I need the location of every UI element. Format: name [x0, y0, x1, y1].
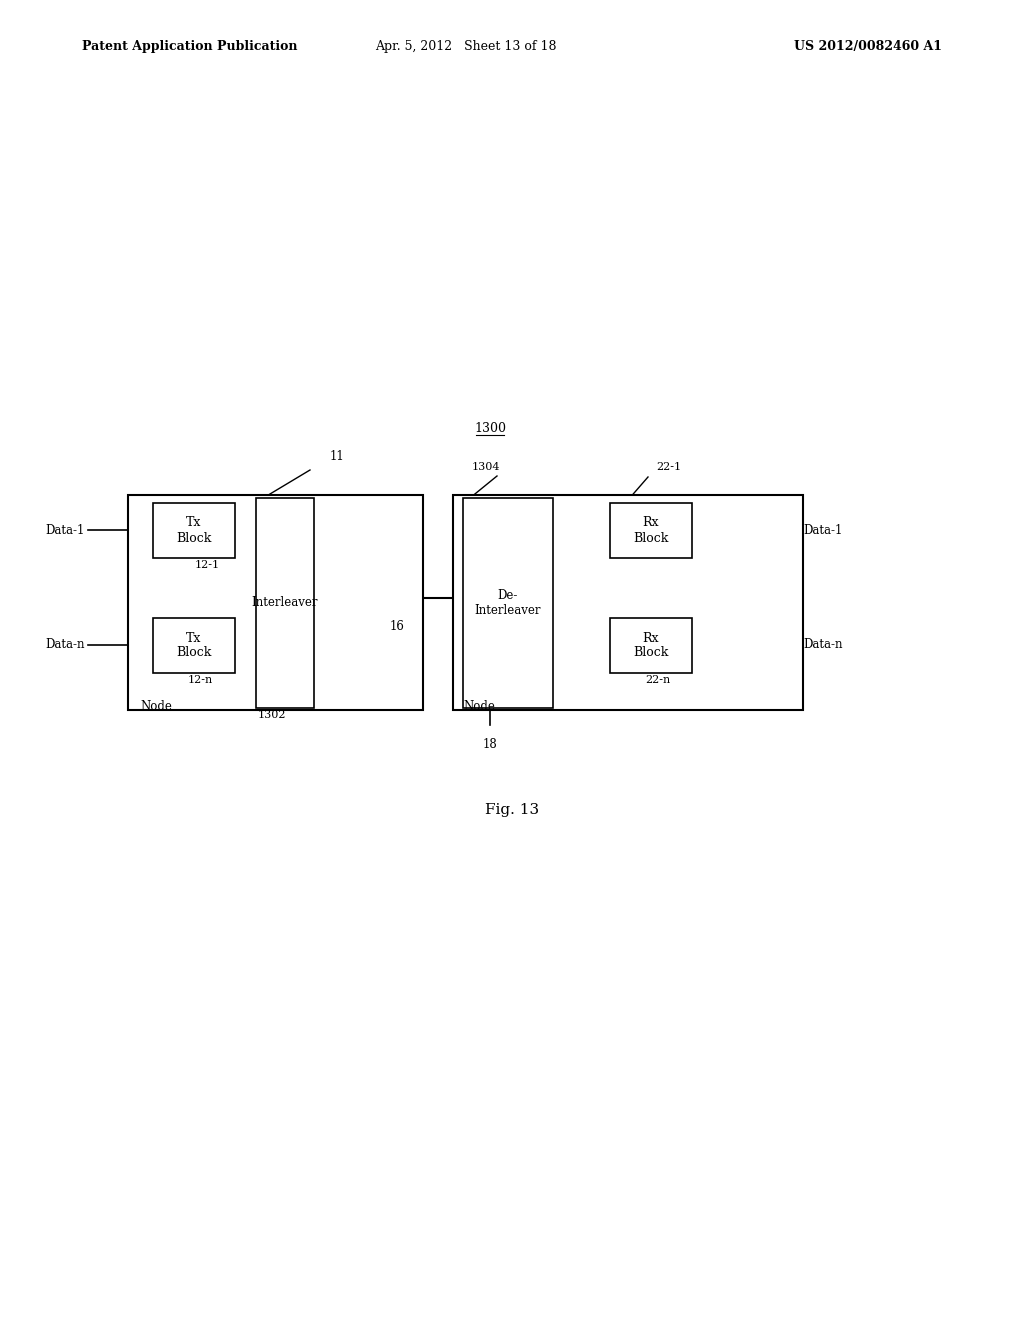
Bar — [610, 503, 692, 558]
Text: Tx
Block: Tx Block — [176, 516, 212, 544]
Bar — [453, 495, 803, 710]
Text: Rx
Block: Rx Block — [633, 516, 669, 544]
Bar — [128, 495, 423, 710]
Text: 1302: 1302 — [258, 710, 287, 719]
Text: 1304: 1304 — [472, 462, 501, 473]
Text: 18: 18 — [482, 738, 498, 751]
Text: 12-1: 12-1 — [195, 560, 220, 570]
Bar — [153, 503, 234, 558]
Text: Data-1: Data-1 — [46, 524, 85, 536]
Text: Data-n: Data-n — [803, 639, 843, 652]
Text: 22-1: 22-1 — [656, 462, 681, 473]
Text: Fig. 13: Fig. 13 — [485, 803, 539, 817]
Text: 16: 16 — [390, 620, 404, 634]
Text: Data-1: Data-1 — [803, 524, 843, 536]
Text: Node: Node — [140, 700, 172, 713]
Text: Node: Node — [463, 700, 495, 713]
Text: Tx
Block: Tx Block — [176, 631, 212, 660]
Text: De-
Interleaver: De- Interleaver — [475, 589, 542, 616]
Text: 11: 11 — [330, 450, 345, 463]
Text: Interleaver: Interleaver — [252, 597, 318, 610]
Bar — [463, 498, 553, 708]
Text: Data-n: Data-n — [45, 639, 85, 652]
Text: Rx
Block: Rx Block — [633, 631, 669, 660]
Text: US 2012/0082460 A1: US 2012/0082460 A1 — [794, 40, 942, 53]
Bar — [610, 618, 692, 673]
Text: Apr. 5, 2012   Sheet 13 of 18: Apr. 5, 2012 Sheet 13 of 18 — [375, 40, 557, 53]
Bar — [153, 618, 234, 673]
Text: Patent Application Publication: Patent Application Publication — [82, 40, 297, 53]
Text: 22-n: 22-n — [645, 675, 671, 685]
Text: 1300: 1300 — [474, 422, 506, 436]
Text: 12-n: 12-n — [188, 675, 213, 685]
Bar — [256, 498, 314, 708]
